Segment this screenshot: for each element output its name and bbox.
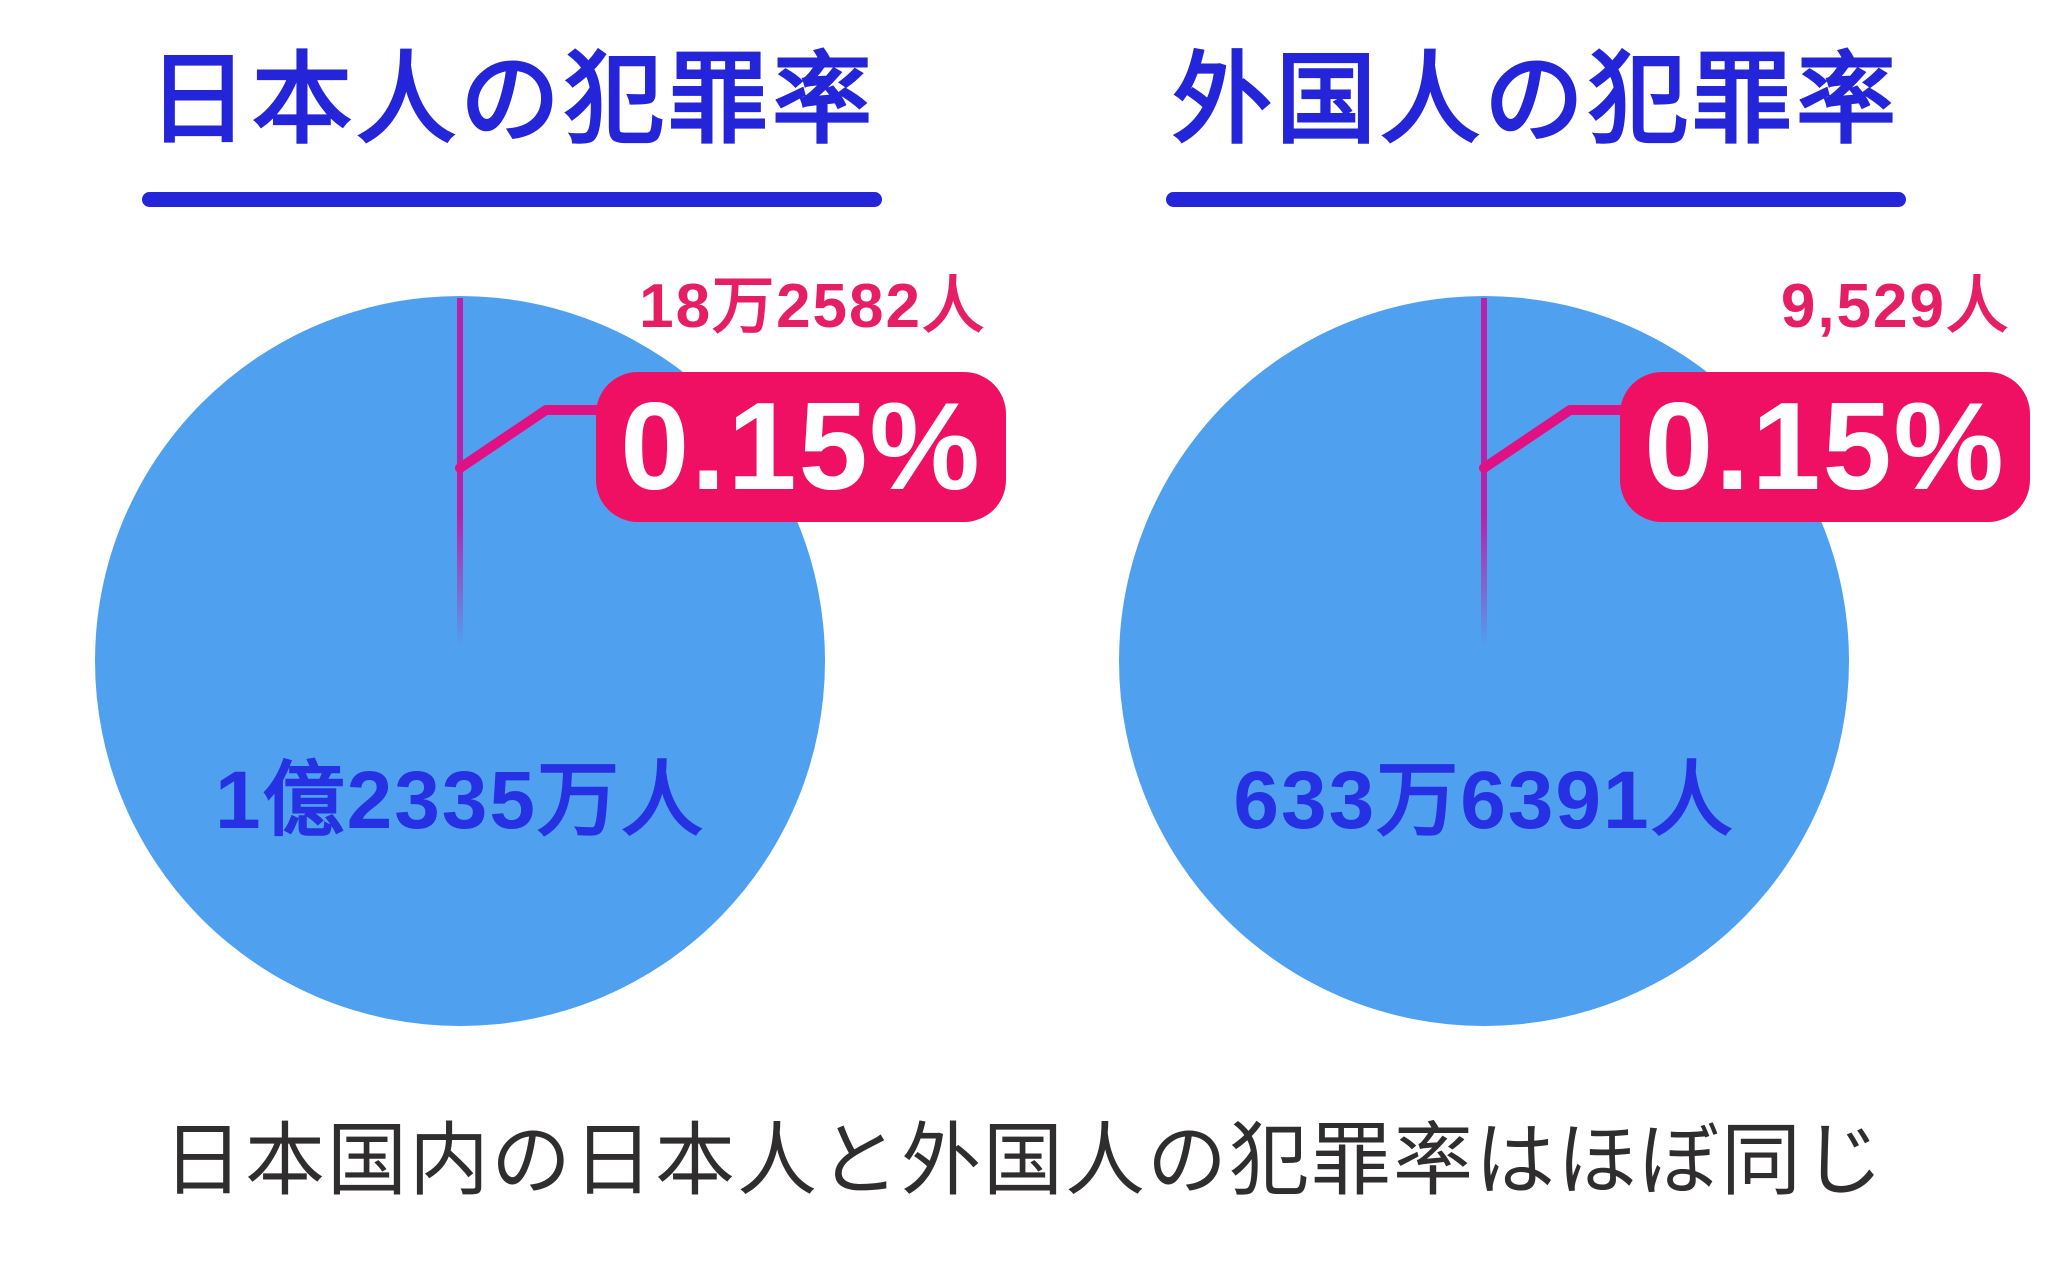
criminal-count-label: 18万2582人 xyxy=(639,272,986,341)
pie-criminal-sliver-line xyxy=(457,298,463,648)
panel-title: 外国人の犯罪率 xyxy=(1172,44,1900,156)
rate-value: 0.15% xyxy=(620,378,982,516)
bottom-caption: 日本国内の日本人と外国人の犯罪率はほぼ同じ xyxy=(163,1116,1885,1205)
title-underline xyxy=(1166,192,1906,207)
pie-criminal-sliver-line xyxy=(1481,298,1487,648)
rate-badge: 0.15% xyxy=(1620,372,2030,522)
panel-foreigner-crime-rate: 外国人の犯罪率 9,529人 0.15% 633万6391人 xyxy=(1024,0,2048,1271)
rate-badge: 0.15% xyxy=(596,372,1006,522)
panel-title: 日本人の犯罪率 xyxy=(148,44,876,156)
population-label: 633万6391人 xyxy=(1233,755,1735,846)
panel-japanese-crime-rate: 日本人の犯罪率 18万2582人 0.15% 1億2335万人 xyxy=(95,44,1006,1026)
population-label: 1億2335万人 xyxy=(214,755,706,846)
rate-value: 0.15% xyxy=(1644,378,2006,516)
title-underline xyxy=(142,192,882,207)
criminal-count-label: 9,529人 xyxy=(1780,272,2010,341)
